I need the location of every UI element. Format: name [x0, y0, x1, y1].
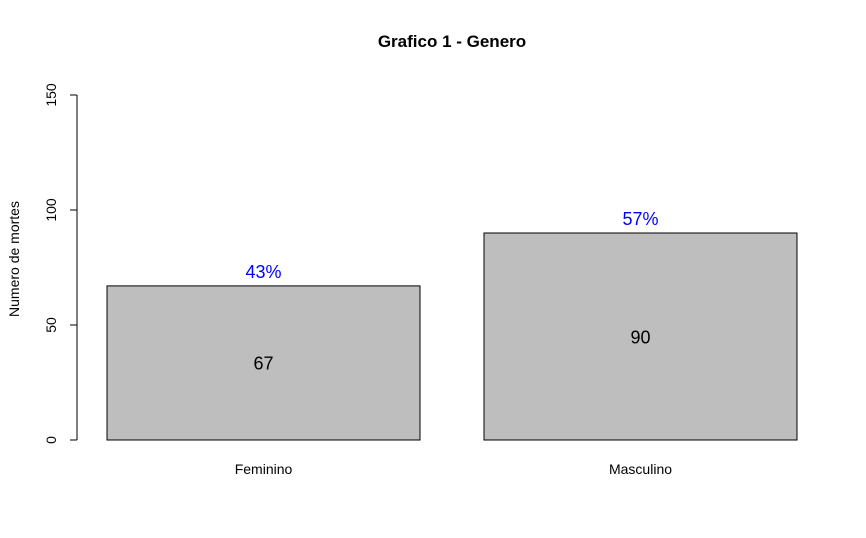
y-tick-label: 150 [43, 83, 59, 107]
percent-label: 57% [622, 209, 658, 229]
percent-label: 43% [245, 262, 281, 282]
x-tick-label: Feminino [235, 461, 293, 477]
x-axis-labels: Feminino Masculino [235, 461, 673, 477]
y-tick-label: 100 [43, 198, 59, 222]
y-tick-label: 50 [43, 317, 59, 333]
bar-masculino [483, 232, 798, 441]
chart-title: Grafico 1 - Genero [378, 32, 526, 51]
y-axis: 0 50 100 150 [43, 83, 78, 444]
y-axis-label: Numero de mortes [6, 201, 22, 317]
x-tick-label: Masculino [609, 461, 672, 477]
bar-feminino [106, 285, 421, 441]
value-label: 90 [630, 327, 650, 347]
bars: 43% 67 57% 90 [106, 209, 798, 441]
y-tick-label: 0 [43, 436, 59, 444]
value-label: 67 [253, 354, 273, 374]
